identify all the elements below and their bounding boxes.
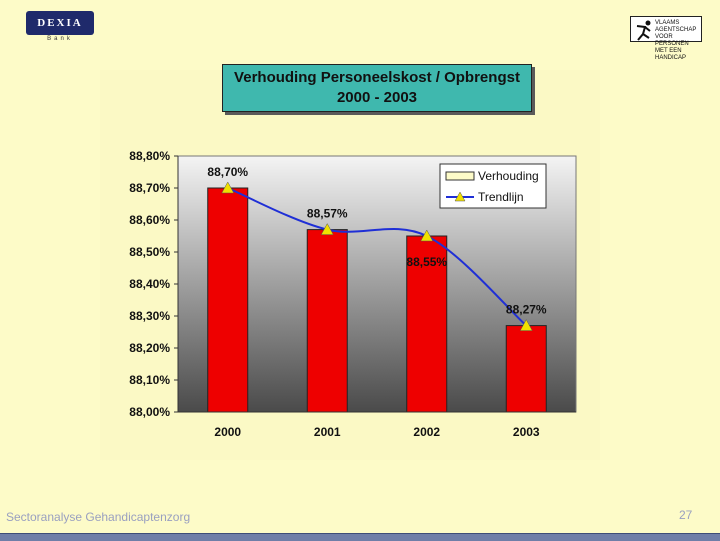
data-label: 88,27% (506, 303, 547, 317)
chart-subtitle: 2000 - 2003 (336, 89, 418, 106)
chart-title: Verhouding Personeelskost / Opbrengst (234, 69, 520, 86)
bar (207, 187, 249, 413)
legend: Verhouding Trendlijn (439, 163, 547, 209)
legend-label: Verhouding (478, 169, 539, 183)
chart-title-box: Verhouding Personeelskost / Opbrengst 20… (222, 64, 532, 112)
y-tick-label: 88,80% (129, 149, 170, 163)
data-label: 88,57% (307, 207, 348, 221)
y-tick-label: 88,50% (129, 245, 170, 259)
x-axis: 2000 2001 2002 2003 (178, 411, 576, 439)
data-label: 88,70% (207, 165, 248, 179)
dexia-logo-text: DEXIA (37, 17, 83, 29)
x-tick-label: 2001 (314, 425, 341, 439)
legend-marker (454, 191, 466, 202)
y-tick-label: 88,60% (129, 213, 170, 227)
y-tick-label: 88,10% (129, 373, 170, 387)
page-number: 27 (679, 508, 693, 522)
trend-marker (320, 223, 334, 235)
bars (207, 187, 547, 413)
data-label: 88,55% (406, 255, 447, 269)
y-tick-label: 88,00% (129, 405, 170, 419)
footer-title: Sectoranalyse Gehandicaptenzorg (6, 510, 191, 524)
trend-line (221, 181, 533, 331)
bar (406, 235, 448, 413)
y-tick-label: 88,40% (129, 277, 170, 291)
legend-label: Trendlijn (478, 190, 524, 204)
trend-marker (221, 181, 235, 194)
x-tick-label: 2000 (214, 425, 241, 439)
data-labels: 88,70% 88,57% 88,55% 88,27% (207, 165, 547, 317)
bottom-bar (0, 533, 720, 541)
x-tick-label: 2003 (513, 425, 540, 439)
y-axis: 88,00% 88,10% 88,20% 88,30% 88,40% 88,50% 88,6… (129, 149, 179, 419)
running-figure-icon (636, 20, 651, 41)
trend-marker (420, 229, 434, 242)
dexia-logo-subtitle: Bank (47, 36, 73, 42)
y-tick-label: 88,30% (129, 309, 170, 323)
dexia-logo: DEXIA (26, 11, 94, 35)
y-tick-label: 88,70% (129, 181, 170, 195)
y-tick-label: 88,20% (129, 341, 170, 355)
bar (505, 325, 547, 413)
trend-line-path (227, 187, 527, 327)
vaph-logo-text: VLAAMS AGENTSCHAP VOOR PERSONEN MET EEN … (655, 20, 697, 61)
bar (306, 229, 348, 413)
vaph-logo: VLAAMS AGENTSCHAP VOOR PERSONEN MET EEN … (630, 16, 702, 61)
legend-swatch-verhouding (445, 171, 475, 181)
trend-marker (519, 319, 533, 331)
x-tick-label: 2002 (413, 425, 440, 439)
